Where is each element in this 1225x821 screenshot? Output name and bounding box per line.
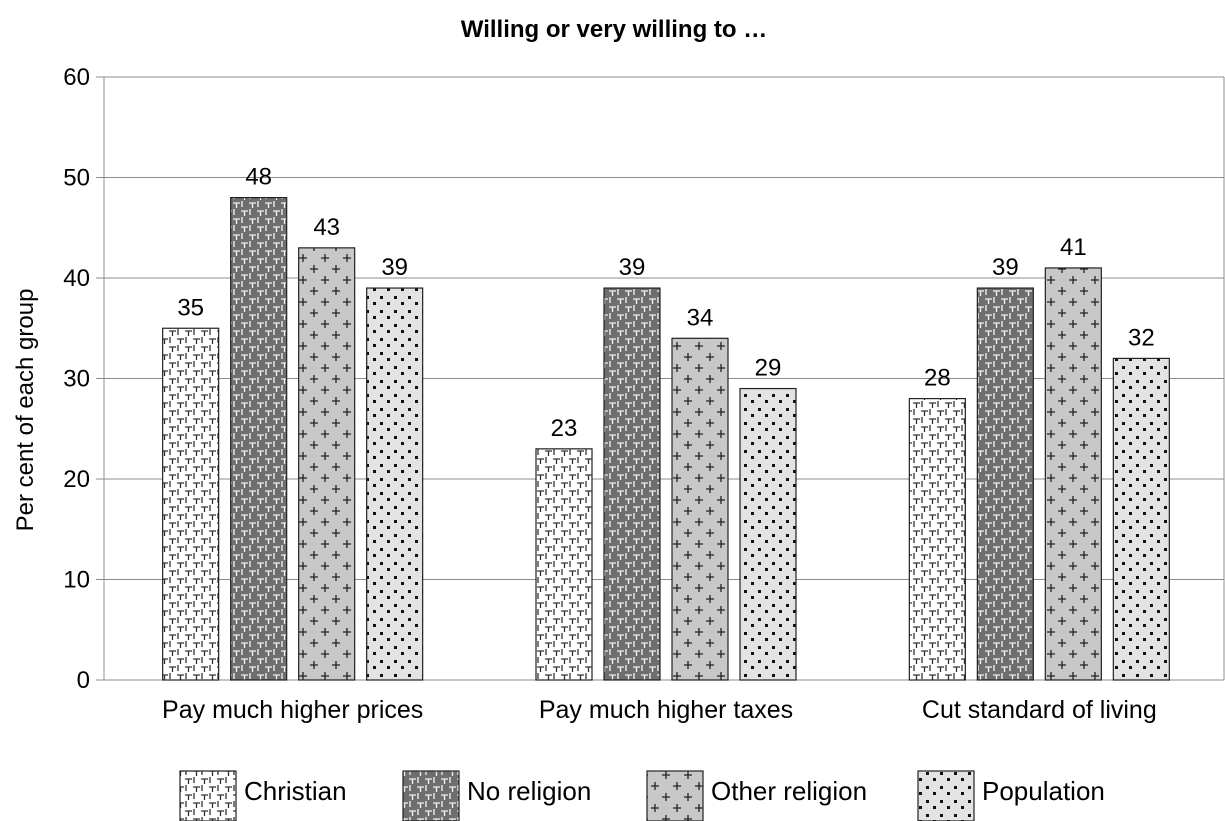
legend-swatch-pop (917, 770, 975, 821)
bar-pop-0 (366, 287, 424, 681)
data-label: 23 (551, 415, 578, 442)
data-label: 29 (755, 355, 782, 382)
legend-label: Population (982, 776, 1105, 806)
y-axis-label: Per cent of each group (12, 289, 39, 532)
data-label: 41 (1060, 234, 1087, 261)
bars (162, 197, 1170, 681)
x-axis-categories: Pay much higher prices Pay much higher ta… (162, 696, 1157, 724)
data-label: 35 (177, 294, 204, 321)
legend-swatch-christian (179, 770, 237, 821)
bar-pop-1 (739, 387, 797, 681)
y-tick-label: 50 (63, 165, 90, 192)
bar-other-2 (1044, 267, 1102, 681)
bar-christian-2 (908, 398, 966, 681)
data-label: 48 (245, 164, 272, 191)
bar-norel-0 (230, 197, 288, 681)
bar-norel-2 (976, 287, 1034, 681)
bar-norel-1 (603, 287, 661, 681)
data-label: 39 (992, 254, 1019, 281)
legend-swatch-norel (402, 770, 460, 821)
bar-christian-0 (162, 327, 220, 681)
x-category-label: Pay much higher prices (162, 696, 423, 724)
data-label: 43 (313, 214, 340, 241)
x-category-label: Pay much higher taxes (539, 696, 793, 724)
legend: Christian No religion Other religion Popula… (179, 770, 1105, 821)
legend-label: Christian (244, 776, 347, 806)
y-tick-label: 20 (63, 466, 90, 493)
data-label: 34 (687, 304, 714, 331)
y-tick-label: 60 (63, 64, 90, 91)
data-label: 39 (381, 254, 408, 281)
bar-other-1 (671, 337, 729, 681)
x-category-label: Cut standard of living (922, 696, 1157, 724)
y-tick-label: 30 (63, 366, 90, 393)
y-axis-ticks: 0 10 20 30 40 50 60 (63, 64, 90, 694)
y-tick-label: 0 (77, 667, 90, 694)
data-label: 32 (1128, 324, 1155, 351)
legend-label: Other religion (711, 776, 867, 806)
bar-christian-1 (535, 448, 593, 681)
chart-title: Willing or very willing to … (461, 16, 767, 43)
data-label: 39 (619, 254, 646, 281)
data-labels: 35 48 43 39 23 39 34 29 28 39 41 32 (177, 164, 1154, 442)
y-tick-label: 40 (63, 265, 90, 292)
bar-pop-2 (1112, 357, 1170, 681)
bar-other-0 (298, 247, 356, 681)
data-label: 28 (924, 365, 951, 392)
legend-swatch-other (646, 770, 704, 821)
legend-label: No religion (467, 776, 591, 806)
y-tick-label: 10 (63, 567, 90, 594)
